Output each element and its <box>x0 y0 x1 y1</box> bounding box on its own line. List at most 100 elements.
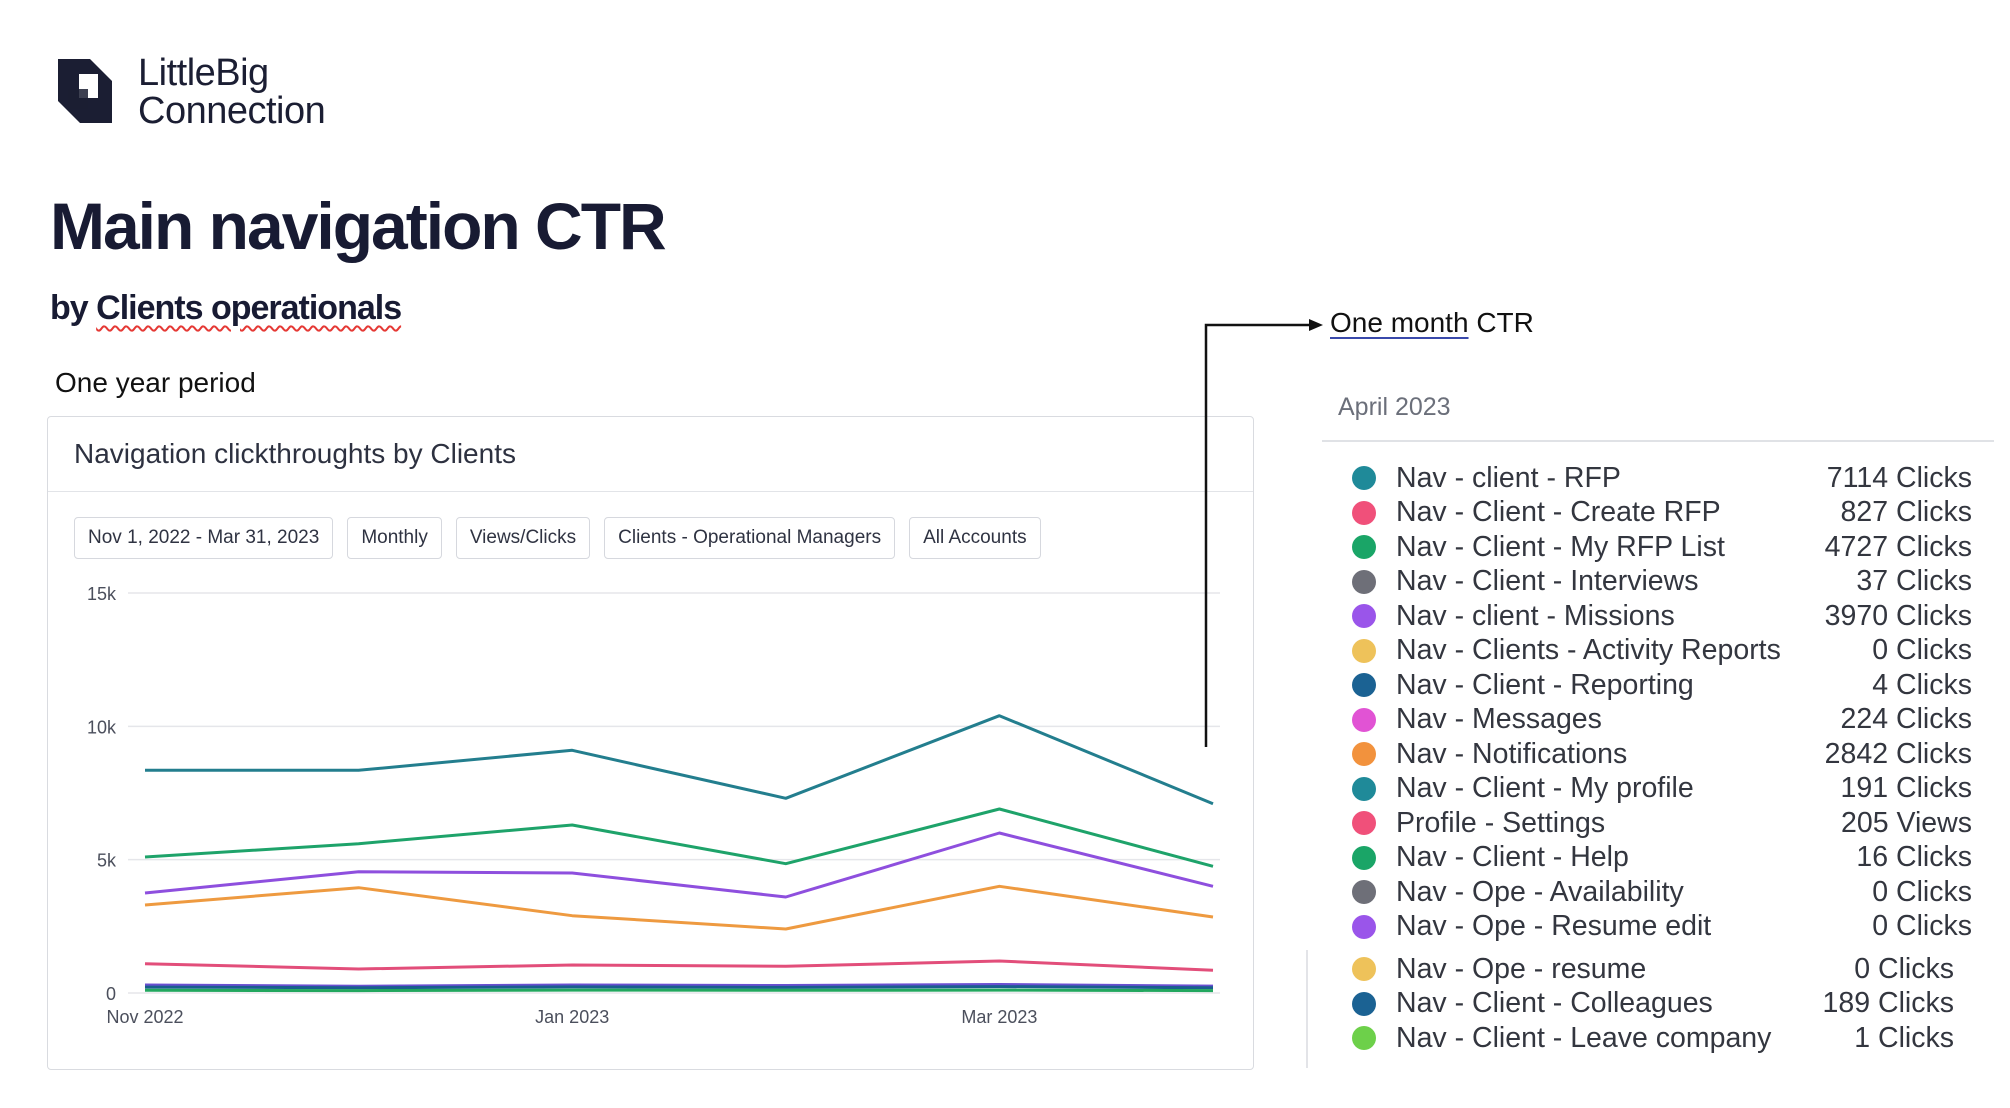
legend-item-value: 191 Clicks <box>1840 772 1972 805</box>
legend-item-label: Nav - Client - My profile <box>1396 772 1694 805</box>
side-divider <box>1306 950 1308 1068</box>
legend-dot-icon <box>1352 776 1376 801</box>
legend-item-label: Nav - Client - Reporting <box>1396 668 1694 701</box>
legend-item-label: Nav - Client - Leave company <box>1396 1021 1772 1054</box>
legend-item-value: 0 Clicks <box>1854 952 1954 985</box>
series-line-4 <box>144 959 1214 972</box>
legend-item-value: 3970 Clicks <box>1824 599 1972 632</box>
legend-dot-icon <box>1352 673 1376 698</box>
annotation-title: One month CTR <box>1330 305 1534 341</box>
filter-interval[interactable]: Monthly <box>347 517 442 559</box>
legend-item-value: 0 Clicks <box>1872 875 1972 908</box>
legend-item-value: 189 Clicks <box>1822 987 1954 1020</box>
legend-item-value: 4 Clicks <box>1872 668 1972 701</box>
filter-bar: Nov 1, 2022 - Mar 31, 2023 Monthly Views… <box>74 517 1041 559</box>
legend-item-value: 827 Clicks <box>1840 496 1972 529</box>
legend-item-label: Nav - Messages <box>1396 703 1602 736</box>
chart-panel: Navigation clickthroughts by Clients Nov… <box>47 416 1254 1070</box>
series-line-2 <box>144 831 1214 899</box>
legend-item-label: Nav - Client - Help <box>1396 841 1629 874</box>
period-label: One year period <box>55 367 256 398</box>
legend-item-value: 4727 Clicks <box>1824 530 1972 563</box>
legend-item-label: Nav - Client - Interviews <box>1396 565 1699 598</box>
x-tick-label: Mar 2023 <box>961 1007 1037 1027</box>
legend-dot-icon <box>1352 1026 1376 1051</box>
legend-item-value: 1 Clicks <box>1854 1021 1954 1054</box>
legend-item-label: Nav - Ope - resume <box>1396 952 1647 985</box>
page-title: Main navigation CTR <box>50 189 667 263</box>
legend-dot-icon <box>1352 845 1376 870</box>
legend-dot-icon <box>1352 957 1376 982</box>
y-tick-label: 0 <box>106 984 116 1004</box>
filter-accounts[interactable]: All Accounts <box>909 517 1041 559</box>
legend-item: Nav - client - RFP 7114 Clicks <box>1352 461 1972 496</box>
legend-item-label: Nav - Ope - Availability <box>1396 875 1684 908</box>
filter-metric[interactable]: Views/Clicks <box>455 517 591 559</box>
brand-wordmark: LittleBig Connection <box>138 52 326 132</box>
legend-dot-icon <box>1352 742 1376 767</box>
legend-item-value: 0 Clicks <box>1872 910 1972 943</box>
legend-item: Nav - Client - Leave company 1 Clicks <box>1352 1021 1972 1056</box>
legend-item: Nav - Client - My profile 191 Clicks <box>1352 772 1972 807</box>
brand-logo: LittleBig Connection <box>48 52 326 132</box>
legend-dot-icon <box>1352 638 1376 663</box>
x-tick-label: Nov 2022 <box>106 1007 183 1027</box>
legend-item: Nav - client - Missions 3970 Clicks <box>1352 599 1972 634</box>
legend-item: Nav - Client - Reporting 4 Clicks <box>1352 668 1972 703</box>
legend-item-label: Nav - Client - Create RFP <box>1396 496 1721 529</box>
legend-dot-icon <box>1352 914 1376 939</box>
page-subtitle: by Clients operationals <box>50 286 402 330</box>
filter-segment[interactable]: Clients - Operational Managers <box>604 517 896 559</box>
legend-item: Nav - Client - Interviews 37 Clicks <box>1352 565 1972 600</box>
series-line-5 <box>144 983 1214 988</box>
legend-dot-icon <box>1352 535 1376 560</box>
legend-dot-icon <box>1352 991 1376 1016</box>
legend-item-value: 0 Clicks <box>1872 634 1972 667</box>
legend-item-label: Nav - Client - Colleagues <box>1396 987 1713 1020</box>
legend-item-value: 37 Clicks <box>1856 565 1972 598</box>
series-line-6 <box>144 985 1214 990</box>
legend-dot-icon <box>1352 569 1376 594</box>
legend-item: Nav - Ope - Availability 0 Clicks <box>1352 875 1972 910</box>
brand-line-1: LittleBig <box>138 52 269 94</box>
legend-item-label: Nav - client - Missions <box>1396 599 1675 632</box>
legend-item: Profile - Settings 205 Views <box>1352 806 1972 841</box>
legend-item-label: Nav - Notifications <box>1396 737 1628 770</box>
annotation-prefix: One month <box>1330 307 1469 338</box>
legend-item: Nav - Client - My RFP List 4727 Clicks <box>1352 530 1972 565</box>
subtitle-main: Clients operationals <box>96 289 402 327</box>
month-label: April 2023 <box>1338 393 1451 421</box>
legend-dot-icon <box>1352 466 1376 491</box>
series-line-7 <box>144 988 1214 993</box>
legend-item-value: 16 Clicks <box>1856 841 1972 874</box>
month-divider <box>1322 440 1994 442</box>
legend-dot-icon <box>1352 880 1376 905</box>
series-line-1 <box>144 807 1214 868</box>
legend-item: Nav - Ope - resume 0 Clicks <box>1352 952 1972 987</box>
legend-item-value: 7114 Clicks <box>1826 461 1972 494</box>
legend-dot-icon <box>1352 604 1376 629</box>
x-tick-label: Jan 2023 <box>535 1007 609 1027</box>
y-tick-label: 10k <box>87 717 117 737</box>
legend-item-value: 205 Views <box>1841 806 1972 839</box>
legend-item: Nav - Client - Colleagues 189 Clicks <box>1352 987 1972 1022</box>
legend-item: Nav - Notifications 2842 Clicks <box>1352 737 1972 772</box>
line-chart: 0 5k 10k 15k Nov 2022 Jan 2023 Mar 2023 <box>87 584 1220 1027</box>
legend-item: Nav - Ope - Resume edit 0 Clicks <box>1352 910 1972 945</box>
legend-item: Nav - Clients - Activity Reports 0 Clicks <box>1352 634 1972 669</box>
legend-dot-icon <box>1352 811 1376 836</box>
legend-item-label: Nav - Clients - Activity Reports <box>1396 634 1781 667</box>
subtitle-prefix: by <box>50 289 89 327</box>
legend-item-label: Nav - Ope - Resume edit <box>1396 910 1712 943</box>
legend-item: Nav - Messages 224 Clicks <box>1352 703 1972 738</box>
annotation-arrow <box>1204 319 1323 747</box>
legend-dot-icon <box>1352 707 1376 732</box>
filter-date-range[interactable]: Nov 1, 2022 - Mar 31, 2023 <box>74 517 334 559</box>
brand-line-2: Connection <box>138 90 326 132</box>
legend-item: Nav - Client - Create RFP 827 Clicks <box>1352 496 1972 531</box>
legend-item-label: Nav - client - RFP <box>1396 461 1621 494</box>
legend-item-value: 224 Clicks <box>1840 703 1972 736</box>
series-line-3 <box>144 884 1214 931</box>
legend-item: Nav - Client - Help 16 Clicks <box>1352 841 1972 876</box>
legend-item-label: Nav - Client - My RFP List <box>1396 530 1725 563</box>
